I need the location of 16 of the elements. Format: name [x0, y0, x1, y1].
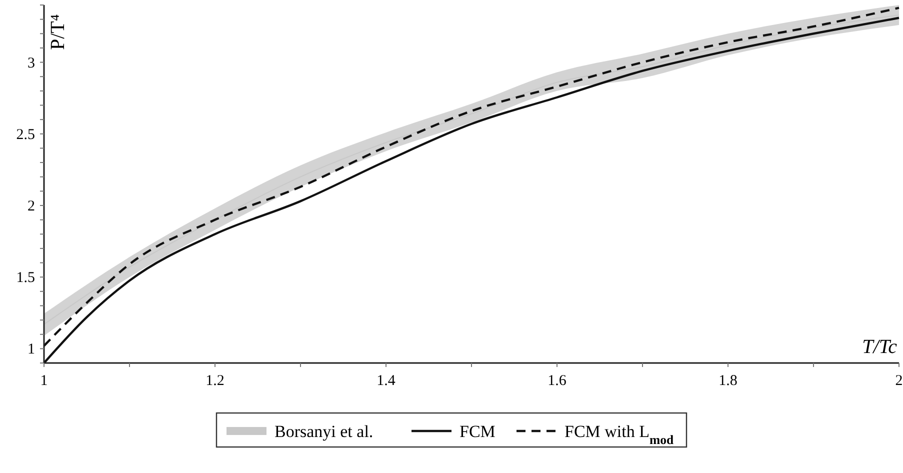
- y-tick-label: 1.5: [16, 270, 35, 286]
- y-tick-label: 2.5: [16, 126, 35, 143]
- legend-label: FCM with L$_{mod}$: [564, 422, 674, 447]
- x-tick-label: 1.4: [376, 373, 396, 389]
- y-tick-label: 2: [28, 198, 35, 214]
- y-axis-title: P/T⁴: [47, 14, 69, 50]
- y-tick-label: 3: [28, 55, 35, 72]
- legend-label: Borsanyi et al.: [274, 422, 374, 441]
- y-tick-label: 1: [28, 342, 35, 358]
- x-tick-label: 1.8: [718, 373, 738, 389]
- legend-label: FCM: [460, 422, 496, 441]
- x-axis-title: T/Tc: [862, 336, 898, 358]
- x-tick-label: 1: [40, 373, 48, 389]
- x-tick-label: 2: [895, 373, 903, 389]
- x-tick-label: 1.6: [548, 373, 567, 389]
- x-tick-label: 1.2: [206, 373, 224, 389]
